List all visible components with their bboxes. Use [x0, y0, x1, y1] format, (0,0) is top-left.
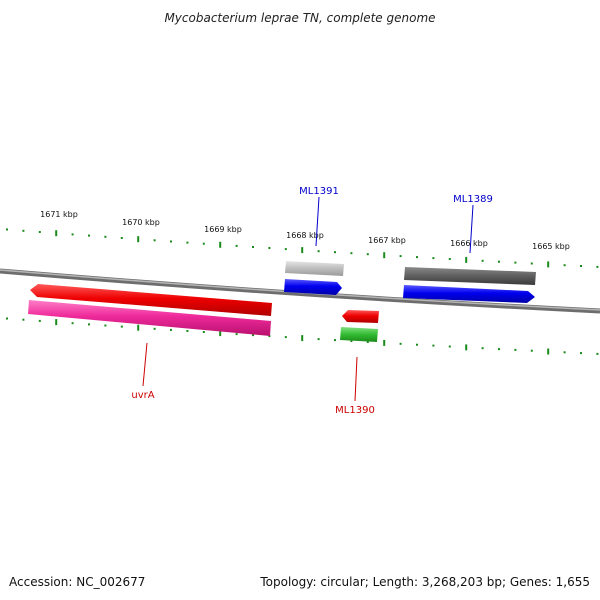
scale-labels: 1671 kbp 1670 kbp 1669 kbp 1668 kbp 1667…	[40, 210, 570, 251]
ml1390-leader-line	[354, 356, 358, 402]
gene-ml1391-block[interactable]	[285, 261, 344, 276]
gene-uvra-cds[interactable]	[30, 284, 272, 316]
ml1389-leader-line	[469, 204, 474, 254]
gene-ml1391-cds[interactable]	[284, 279, 342, 295]
gene-label-ml1391[interactable]: ML1391	[299, 186, 339, 197]
scale-label-1669: 1669 kbp	[204, 225, 242, 234]
scale-label-1670: 1670 kbp	[122, 218, 160, 227]
accession-text: Accession: NC_002677	[9, 575, 145, 589]
map-title: Mycobacterium leprae TN, complete genome	[164, 11, 435, 25]
gene-ml1389-upstream-block[interactable]	[404, 267, 536, 285]
gene-label-ml1389[interactable]: ML1389	[453, 194, 493, 205]
scale-label-1665: 1665 kbp	[532, 242, 570, 251]
gene-label-uvra[interactable]: uvrA	[131, 390, 154, 401]
scale-ticks-inner	[6, 317, 599, 355]
genome-backbone	[0, 268, 600, 314]
gene-label-ml1390[interactable]: ML1390	[335, 405, 375, 416]
ml1391-leader-line	[315, 196, 320, 247]
scale-ticks-outer	[6, 228, 599, 268]
scale-label-1667: 1667 kbp	[368, 236, 406, 245]
gene-ml1390-feature[interactable]	[340, 327, 378, 342]
gene-uvra-feature[interactable]	[28, 300, 271, 336]
genome-summary-text: Topology: circular; Length: 3,268,203 bp…	[259, 575, 590, 589]
scale-label-1671: 1671 kbp	[40, 210, 78, 219]
uvra-leader-line	[142, 342, 148, 387]
gene-ml1390-cds[interactable]	[342, 310, 379, 323]
scale-label-1668: 1668 kbp	[286, 231, 324, 240]
gene-ml1389-cds[interactable]	[403, 285, 535, 303]
scale-label-1666: 1666 kbp	[450, 239, 488, 248]
